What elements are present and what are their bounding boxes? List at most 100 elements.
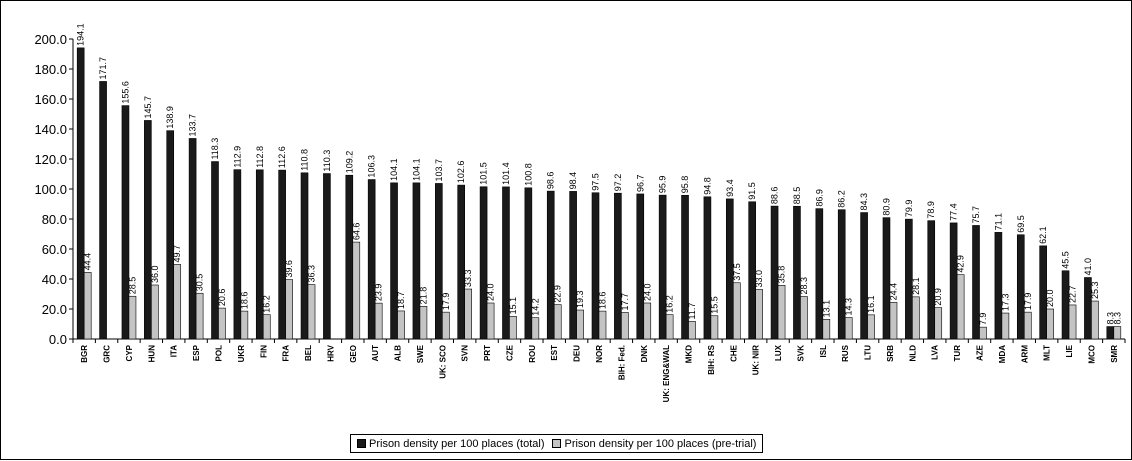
data-label-pretrial: 24.0	[486, 283, 496, 301]
data-label-total: 41.0	[1083, 258, 1093, 276]
bar-total	[166, 130, 175, 340]
y-tick-label: 20.0	[42, 302, 67, 317]
data-label-total: 8.3	[1105, 312, 1115, 325]
category-label: LTU	[864, 345, 873, 360]
data-label-total: 94.8	[702, 177, 712, 195]
y-tick-label: 80.0	[42, 212, 67, 227]
data-label-pretrial: 18.7	[396, 291, 406, 309]
category-label: SMR	[1110, 345, 1119, 363]
bar-pretrial	[777, 284, 786, 340]
data-label-total: 78.9	[926, 201, 936, 219]
category-label: CZE	[505, 344, 514, 361]
y-tick-label: 0.0	[49, 332, 67, 347]
data-label-pretrial: 21.8	[418, 287, 428, 305]
bar-pretrial	[285, 279, 293, 340]
data-label-total: 84.3	[859, 193, 869, 211]
bar-pretrial	[1023, 311, 1032, 340]
bar-pretrial	[1001, 312, 1010, 340]
legend-item-total: Prison density per 100 places (total)	[357, 438, 544, 450]
bar-total	[546, 190, 555, 340]
data-label-total: 112.8	[255, 146, 265, 168]
data-label-pretrial: 28.5	[127, 277, 137, 295]
category-label: MKD	[685, 345, 694, 363]
bar-pretrial	[307, 284, 316, 340]
bar-pretrial	[352, 241, 361, 340]
bar-total	[569, 191, 577, 340]
category-label: PRT	[483, 345, 492, 361]
data-label-pretrial: 44.4	[83, 253, 93, 271]
bar-pretrial	[486, 302, 495, 340]
data-label-pretrial: 30.5	[195, 274, 205, 292]
data-label-total: 104.1	[411, 158, 421, 181]
category-label: CYP	[125, 344, 134, 361]
bar-total	[860, 212, 868, 340]
bar-total	[949, 222, 958, 340]
bar-total	[99, 81, 107, 340]
bar-pretrial	[665, 314, 674, 340]
legend-label-pretrial: Prison density per 100 places (pre-trial…	[564, 437, 757, 450]
data-label-total: 145.7	[143, 96, 153, 119]
data-label-total: 110.3	[322, 150, 332, 172]
category-label: BIH: RS	[707, 344, 716, 374]
data-label-pretrial: 24.4	[888, 283, 898, 301]
data-label-pretrial: 28.1	[911, 277, 921, 295]
category-label: ALB	[394, 345, 403, 362]
bar-pretrial	[822, 319, 831, 340]
data-label-total: 88.5	[792, 187, 802, 205]
data-label-total: 95.9	[658, 176, 668, 194]
bar-total	[658, 194, 667, 340]
data-label-total: 138.9	[165, 106, 175, 129]
data-label-pretrial: 33.3	[463, 270, 473, 288]
data-label-pretrial: 18.6	[239, 292, 249, 310]
category-label: BGR	[80, 345, 89, 363]
data-label-total: 97.2	[613, 174, 623, 192]
category-label: LVA	[931, 345, 940, 360]
category-label: ARM	[1020, 345, 1029, 364]
bar-total	[323, 173, 331, 340]
data-label-pretrial: 15.1	[508, 297, 518, 315]
bar-pretrial	[979, 326, 987, 340]
data-label-pretrial: 17.3	[1000, 294, 1010, 312]
category-label: SWE	[416, 344, 425, 363]
category-label: SRB	[886, 345, 895, 362]
y-tick-label: 140.0	[34, 122, 67, 137]
data-label-pretrial: 64.6	[351, 223, 361, 241]
chart-legend: Prison density per 100 places (total) Pr…	[350, 434, 764, 453]
bar-total	[591, 192, 600, 340]
bar-pretrial	[151, 284, 159, 340]
data-label-pretrial: 28.3	[799, 277, 809, 295]
legend-label-total: Prison density per 100 places (total)	[369, 437, 545, 450]
bar-total	[524, 187, 533, 340]
bar-pretrial	[800, 296, 808, 340]
bar-pretrial	[1068, 304, 1077, 340]
bar-total	[725, 198, 734, 340]
bar-pretrial	[509, 316, 517, 340]
data-label-pretrial: 20.6	[217, 289, 227, 307]
bar-total	[412, 182, 421, 340]
category-label: BEL	[304, 345, 313, 361]
data-label-total: 118.3	[210, 138, 220, 160]
bar-pretrial	[598, 310, 607, 340]
data-label-pretrial: 35.8	[777, 266, 787, 284]
category-label: HRV	[326, 344, 335, 361]
data-label-total: 62.1	[1038, 226, 1048, 244]
bar-total	[502, 186, 510, 340]
bar-pretrial	[464, 288, 473, 340]
data-label-total: 88.6	[770, 187, 780, 205]
data-label-total: 109.2	[344, 151, 354, 174]
bar-total	[1039, 245, 1047, 340]
category-label: LUX	[774, 344, 783, 361]
bar-pretrial	[83, 272, 92, 340]
category-label: SVK	[796, 345, 805, 362]
bar-total	[300, 172, 309, 340]
category-label: CHE	[729, 344, 738, 362]
bar-pretrial	[397, 310, 405, 340]
bar-total	[121, 105, 130, 340]
data-label-pretrial: 39.6	[284, 260, 294, 278]
bar-pretrial	[218, 307, 226, 340]
data-label-total: 103.7	[434, 159, 444, 182]
data-label-total: 100.8	[523, 163, 533, 186]
bar-pretrial	[956, 274, 965, 340]
bar-pretrial	[442, 311, 450, 340]
